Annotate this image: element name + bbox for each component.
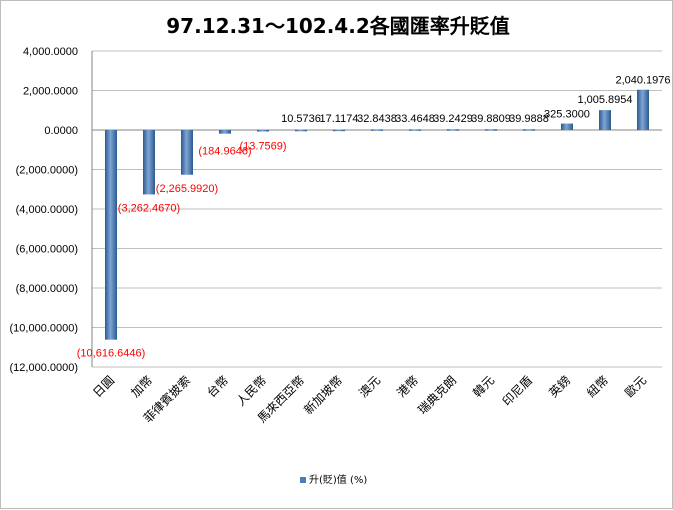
legend-swatch	[300, 477, 306, 483]
y-tick-label: 2,000.0000	[23, 86, 78, 98]
bar	[219, 130, 231, 134]
y-tick-label: (6,000.0000)	[16, 244, 78, 256]
bar	[371, 129, 383, 131]
data-label: 1,005.8954	[577, 94, 632, 106]
bar	[257, 130, 269, 132]
x-tick-label: 印尼盾	[500, 373, 535, 408]
x-tick-label: 港幣	[394, 373, 421, 400]
x-tick-label: 人民幣	[234, 373, 269, 408]
bars	[105, 89, 649, 340]
bar	[409, 129, 421, 131]
y-tick-label: (2,000.0000)	[16, 165, 78, 177]
data-label: 33.4648	[395, 113, 435, 125]
data-label: 325.3000	[544, 109, 590, 121]
bar	[143, 130, 155, 195]
bar	[105, 130, 117, 340]
bar	[485, 129, 497, 131]
y-tick-label: 4,000.0000	[23, 46, 78, 58]
bar	[295, 129, 307, 132]
y-tick-label: (10,000.0000)	[10, 323, 79, 335]
data-label: (3,262.4670)	[118, 202, 180, 214]
x-tick-label: 日圓	[90, 373, 117, 400]
x-tick-label: 瑞典克朗	[415, 373, 459, 417]
data-label: 39.8809	[471, 113, 511, 125]
y-tick-label: (4,000.0000)	[16, 204, 78, 216]
legend: 升(貶)值 (%)	[300, 473, 367, 486]
data-label: 17.1174	[320, 113, 359, 125]
data-label: 10.5736	[281, 113, 321, 125]
y-tick-label: (8,000.0000)	[16, 283, 78, 295]
x-tick-label: 紐幣	[584, 373, 611, 400]
x-tick-label: 英鎊	[546, 373, 574, 401]
data-label: 2,040.1976	[615, 75, 670, 87]
x-tick-label: 澳元	[356, 373, 383, 400]
y-tick-label: (12,000.0000)	[10, 362, 79, 374]
x-tick-label: 歐元	[622, 373, 650, 401]
bar	[637, 89, 649, 130]
x-tick-label: 新加坡幣	[301, 373, 346, 418]
legend-label: 升(貶)值 (%)	[309, 473, 367, 486]
y-tick-label: 0.0000	[44, 125, 78, 137]
data-label: (184.9646)	[198, 146, 251, 158]
x-tick-label: 韓元	[470, 373, 497, 400]
data-labels: (10,616.6446) (3,262.4670) (2,265.9920) (18…	[77, 75, 671, 360]
x-tick-label: 台幣	[204, 373, 232, 401]
bar	[333, 129, 345, 132]
data-label: 39.2429	[433, 113, 473, 125]
data-label: 39.9888	[509, 113, 549, 125]
bar	[561, 123, 573, 130]
bar	[523, 129, 535, 131]
bar	[599, 110, 611, 130]
bar	[181, 130, 193, 175]
data-label: (10,616.6446)	[77, 348, 146, 360]
bar	[447, 129, 459, 131]
x-tick-label: 加幣	[128, 373, 155, 400]
data-label: (13.7569)	[239, 140, 286, 152]
chart-title: 97.12.31～102.4.2各國匯率升貶值	[166, 14, 509, 38]
data-label: (2,265.9920)	[156, 183, 218, 195]
y-axis-ticks: 4,000.0000 2,000.0000 0.0000 (2,000.0000) (4…	[10, 46, 79, 374]
data-label: 32.8438	[357, 113, 397, 125]
